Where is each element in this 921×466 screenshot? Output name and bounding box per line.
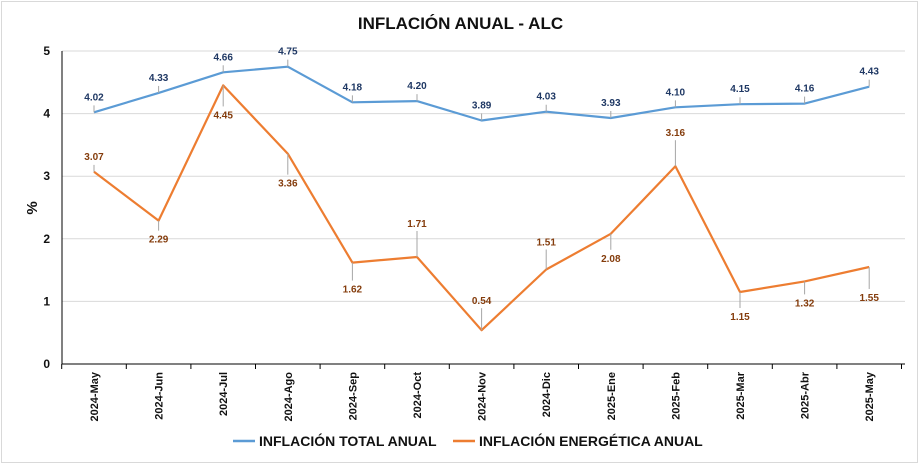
data-label: 4.16: [795, 84, 815, 95]
data-label: 1.55: [859, 293, 879, 304]
data-label: 3.16: [666, 128, 686, 139]
x-tick-label: 2025-Feb: [670, 372, 682, 420]
x-tick-label: 2025-Mar: [735, 371, 747, 419]
x-tick-label: 2024-Jun: [154, 372, 166, 420]
x-tick-label: 2024-Nov: [477, 371, 489, 421]
x-tick-labels: 2024-May 2024-Jun 2024-Jul 2024-Ago 2024-Sep…: [89, 371, 876, 421]
data-label: 4.18: [343, 82, 363, 93]
data-labels: 4.02 4.33 4.66 4.75 4.18 4.20 3.89 4.03 3.93 4.10…: [84, 47, 879, 331]
data-label: 3.89: [472, 100, 492, 111]
axes: [61, 51, 905, 369]
y-axis-label: %: [24, 201, 41, 214]
x-tick-label: 2024-Jul: [218, 372, 230, 416]
x-tick-label: 2024-Ago: [283, 372, 295, 422]
x-tick-label: 2024-Sep: [347, 372, 359, 421]
y-tick-label: 5: [43, 44, 50, 58]
legend: INFLACIÓN TOTAL ANUAL INFLACIÓN ENERGÉTIC…: [233, 432, 703, 449]
y-tick-label: 2: [43, 232, 50, 246]
data-label: 4.10: [666, 87, 686, 98]
data-label: 4.15: [730, 84, 750, 95]
x-tick-label: 2024-Dic: [541, 372, 553, 417]
y-tick-labels: 0 1 2 3 4 5: [43, 44, 50, 371]
data-label: 1.51: [536, 237, 556, 248]
y-tick-label: 3: [43, 169, 50, 183]
legend-label-energy: INFLACIÓN ENERGÉTICA ANUAL: [479, 432, 703, 449]
data-label: 3.07: [84, 152, 104, 163]
data-label: 3.36: [278, 179, 298, 190]
legend-label-total: INFLACIÓN TOTAL ANUAL: [259, 432, 437, 449]
data-label: 4.20: [407, 81, 427, 92]
data-label: 1.62: [343, 285, 363, 296]
data-label: 1.15: [730, 312, 750, 323]
series-line-energy: [93, 84, 870, 332]
x-tick-label: 2024-May: [89, 371, 101, 421]
data-label: 4.43: [859, 67, 879, 78]
y-tick-label: 4: [43, 107, 50, 121]
y-tick-label: 0: [43, 357, 50, 371]
data-label: 4.33: [149, 73, 169, 84]
data-label: 0.54: [472, 296, 492, 307]
x-tick-label: 2025-May: [864, 371, 876, 421]
data-label: 4.02: [84, 92, 104, 103]
data-label: 2.08: [601, 254, 621, 265]
data-label: 2.29: [149, 235, 169, 246]
data-label: 3.93: [601, 98, 621, 109]
data-label: 4.03: [536, 92, 556, 103]
y-tick-label: 1: [43, 294, 50, 308]
x-tick-label: 2024-Oct: [412, 372, 424, 419]
x-tick-label: 2025-Abr: [800, 371, 812, 419]
data-label: 4.66: [213, 52, 233, 63]
chart-title: INFLACIÓN ANUAL - ALC: [357, 14, 564, 33]
gridlines: [62, 50, 905, 302]
x-tick-label: 2025-Ene: [606, 372, 618, 420]
data-label: 4.45: [213, 110, 233, 121]
data-label: 1.32: [795, 298, 815, 309]
data-label: 4.75: [278, 47, 298, 58]
data-label: 1.71: [407, 219, 427, 230]
